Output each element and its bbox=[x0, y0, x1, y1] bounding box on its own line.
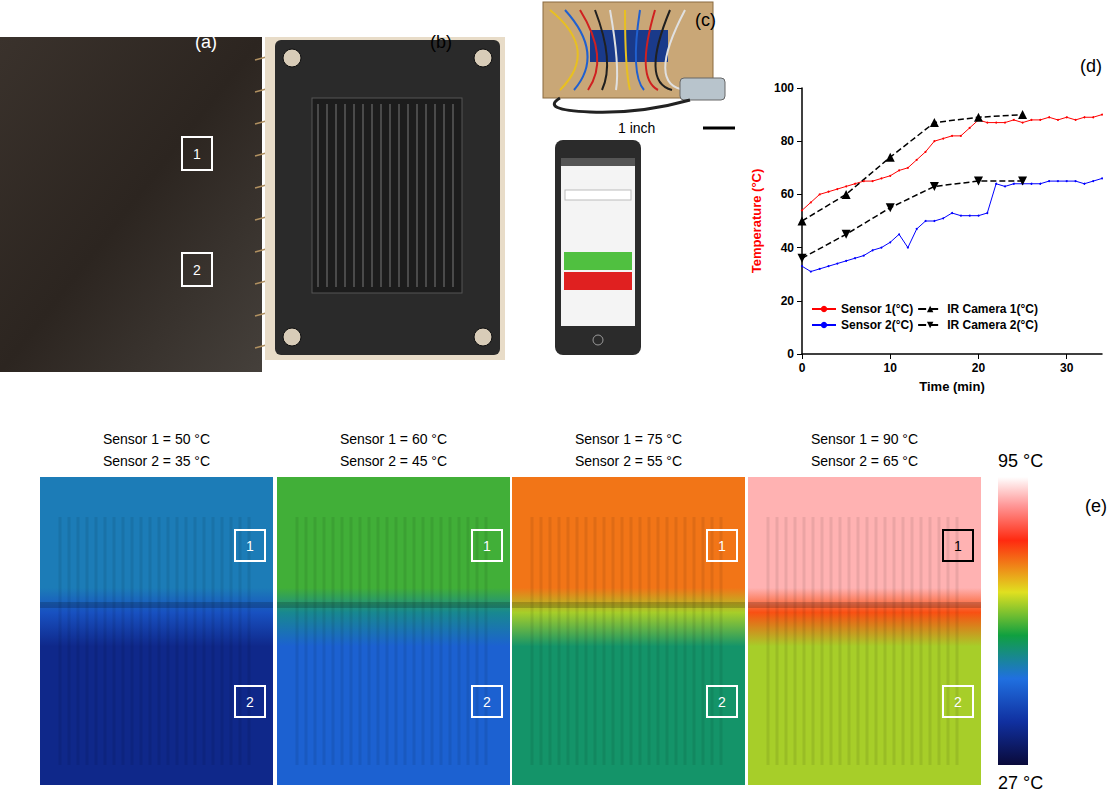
svg-text:Sensor 2 = 65 °C: Sensor 2 = 65 °C bbox=[811, 453, 918, 469]
svg-text:0: 0 bbox=[787, 347, 794, 361]
svg-text:2: 2 bbox=[718, 694, 726, 710]
svg-text:Sensor 1(°C): Sensor 1(°C) bbox=[841, 302, 913, 316]
svg-text:95 °C: 95 °C bbox=[998, 451, 1043, 471]
svg-text:Temperature (°C): Temperature (°C) bbox=[749, 169, 764, 274]
svg-text:2: 2 bbox=[483, 694, 491, 710]
svg-text:Sensor 1 = 90 °C: Sensor 1 = 90 °C bbox=[811, 431, 918, 447]
svg-text:IR Camera 1(°C): IR Camera 1(°C) bbox=[947, 302, 1038, 316]
svg-text:(b): (b) bbox=[430, 32, 452, 52]
svg-text:(e): (e) bbox=[1085, 496, 1107, 516]
svg-text:Sensor 2 = 45 °C: Sensor 2 = 45 °C bbox=[340, 453, 447, 469]
svg-text:60: 60 bbox=[781, 187, 795, 201]
svg-text:1 inch: 1 inch bbox=[618, 120, 655, 136]
svg-text:Sensor 1 = 60 °C: Sensor 1 = 60 °C bbox=[340, 431, 447, 447]
svg-text:IR Camera 2(°C): IR Camera 2(°C) bbox=[947, 318, 1038, 332]
svg-text:1: 1 bbox=[483, 538, 491, 554]
svg-text:(d): (d) bbox=[1080, 56, 1102, 76]
svg-text:100: 100 bbox=[774, 81, 794, 95]
svg-text:10: 10 bbox=[884, 361, 898, 375]
svg-text:27 °C: 27 °C bbox=[998, 773, 1043, 793]
svg-text:Sensor 1 = 50 °C: Sensor 1 = 50 °C bbox=[103, 431, 210, 447]
svg-text:1: 1 bbox=[718, 538, 726, 554]
svg-text:Sensor 1 = 75 °C: Sensor 1 = 75 °C bbox=[575, 431, 682, 447]
svg-text:1: 1 bbox=[954, 538, 962, 554]
svg-text:Sensor 2(°C): Sensor 2(°C) bbox=[841, 318, 913, 332]
svg-text:(a): (a) bbox=[195, 32, 217, 52]
svg-text:30: 30 bbox=[1060, 361, 1074, 375]
svg-text:Sensor 2 = 35 °C: Sensor 2 = 35 °C bbox=[103, 453, 210, 469]
svg-text:80: 80 bbox=[781, 134, 795, 148]
svg-text:2: 2 bbox=[246, 694, 254, 710]
svg-text:2: 2 bbox=[954, 694, 962, 710]
svg-text:40: 40 bbox=[781, 241, 795, 255]
svg-text:1: 1 bbox=[246, 538, 254, 554]
svg-text:1: 1 bbox=[193, 146, 201, 162]
svg-text:2: 2 bbox=[193, 262, 201, 278]
svg-text:20: 20 bbox=[972, 361, 986, 375]
svg-text:Time (min): Time (min) bbox=[919, 379, 985, 394]
svg-text:(c): (c) bbox=[695, 10, 716, 30]
svg-text:20: 20 bbox=[781, 294, 795, 308]
svg-text:Sensor 2 = 55 °C: Sensor 2 = 55 °C bbox=[575, 453, 682, 469]
svg-text:0: 0 bbox=[799, 361, 806, 375]
